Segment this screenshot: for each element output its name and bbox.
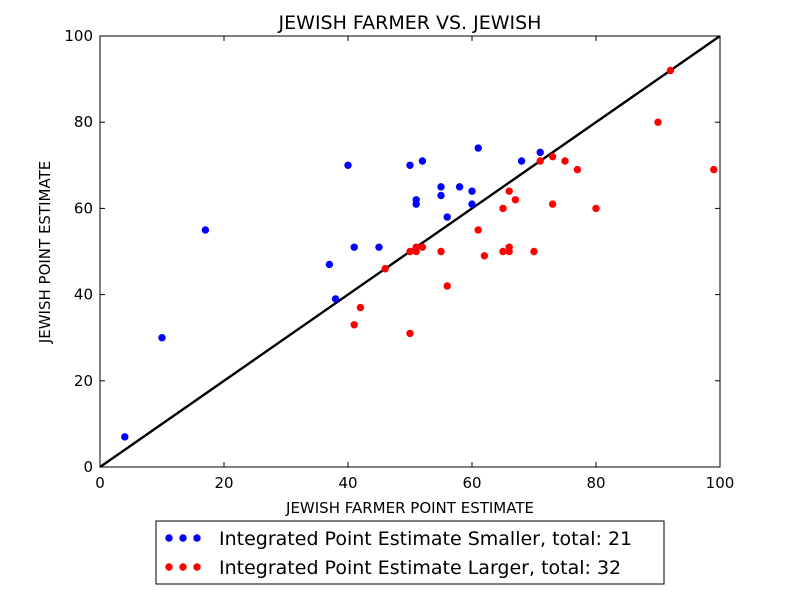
legend-marker-series-1 <box>193 534 201 542</box>
x-tick-label: 100 <box>706 474 735 492</box>
data-point-series-1-17 <box>468 187 476 195</box>
legend-marker-series-2 <box>165 563 173 571</box>
data-point-series-2-23 <box>561 157 569 165</box>
y-tick-label: 80 <box>74 113 93 131</box>
y-tick-label: 0 <box>83 458 93 476</box>
data-point-series-2-17 <box>505 247 513 256</box>
data-point-series-2-20 <box>536 157 544 165</box>
data-point-series-1-15 <box>443 213 451 221</box>
chart-title: JEWISH FARMER VS. JEWISH <box>278 12 542 34</box>
legend-label-series-1: Integrated Point Estimate Smaller, total… <box>219 528 632 550</box>
data-point-series-1-19 <box>474 144 482 152</box>
x-axis-title: JEWISH FARMER POINT ESTIMATE <box>285 499 534 517</box>
x-tick-label: 60 <box>462 474 481 492</box>
data-point-series-1-14 <box>437 191 445 200</box>
legend-marker-series-1 <box>165 534 173 542</box>
x-tick-label: 0 <box>95 474 105 492</box>
y-tick-label: 100 <box>64 27 93 45</box>
legend: Integrated Point Estimate Smaller, total… <box>155 520 665 585</box>
data-point-series-2-27 <box>666 66 675 75</box>
x-tick-label: 40 <box>338 474 357 492</box>
data-point-series-1-2 <box>158 334 166 342</box>
data-point-series-1-3 <box>201 226 210 234</box>
data-point-series-2-28 <box>710 165 718 174</box>
data-point-series-1-21 <box>536 148 544 157</box>
y-tick-label: 20 <box>74 372 93 390</box>
data-point-series-1-16 <box>455 183 464 191</box>
data-point-series-1-9 <box>406 161 414 169</box>
data-point-series-2-26 <box>654 118 662 126</box>
data-point-series-1-1 <box>121 433 129 441</box>
data-point-series-2-14 <box>499 247 507 256</box>
legend-marker-series-2 <box>179 563 187 571</box>
data-point-series-2-4 <box>406 329 414 338</box>
data-point-series-2-22 <box>548 200 557 208</box>
data-point-series-1-11 <box>412 200 420 208</box>
plot-area <box>99 35 721 468</box>
data-point-series-2-15 <box>505 187 513 195</box>
data-point-series-1-8 <box>375 243 383 251</box>
data-point-series-2-24 <box>573 165 582 174</box>
data-point-series-1-4 <box>325 260 334 269</box>
data-point-series-1-20 <box>517 157 526 165</box>
data-point-series-2-10 <box>443 282 451 290</box>
data-point-series-1-7 <box>350 243 358 251</box>
data-point-series-2-2 <box>356 303 365 312</box>
data-point-series-1-13 <box>437 183 445 191</box>
legend-marker-series-2 <box>193 563 201 571</box>
legend-frame <box>155 520 665 585</box>
data-point-series-2-1 <box>350 321 358 329</box>
y-tick-label: 60 <box>74 199 93 217</box>
data-point-series-2-19 <box>530 247 538 256</box>
data-point-series-1-6 <box>344 161 352 169</box>
data-point-series-2-5 <box>406 247 414 256</box>
data-point-series-2-8 <box>418 243 427 251</box>
x-tick-label: 20 <box>214 474 233 492</box>
legend-label-series-2: Integrated Point Estimate Larger, total:… <box>219 557 621 579</box>
data-point-series-2-25 <box>592 204 600 213</box>
plot-frame <box>99 35 721 468</box>
x-tick-label: 80 <box>586 474 605 492</box>
y-tick-label: 40 <box>74 286 93 304</box>
y-axis-title: JEWISH POINT ESTIMATE <box>36 161 54 344</box>
data-point-series-1-12 <box>418 157 427 165</box>
data-point-series-2-12 <box>480 252 489 260</box>
data-point-series-2-21 <box>548 152 557 161</box>
data-point-series-2-18 <box>511 196 520 204</box>
data-point-series-1-5 <box>331 295 340 303</box>
data-point-series-2-7 <box>412 247 420 256</box>
axes: 0 20 40 60 80 100 0 20 40 60 80 100 <box>64 27 734 492</box>
data-point-series-2-11 <box>474 226 482 234</box>
data-point-series-2-9 <box>437 247 445 256</box>
data-point-series-2-13 <box>499 204 507 213</box>
legend-marker-series-1 <box>179 534 187 542</box>
data-point-series-2-3 <box>381 265 389 273</box>
data-point-series-1-18 <box>468 200 476 208</box>
